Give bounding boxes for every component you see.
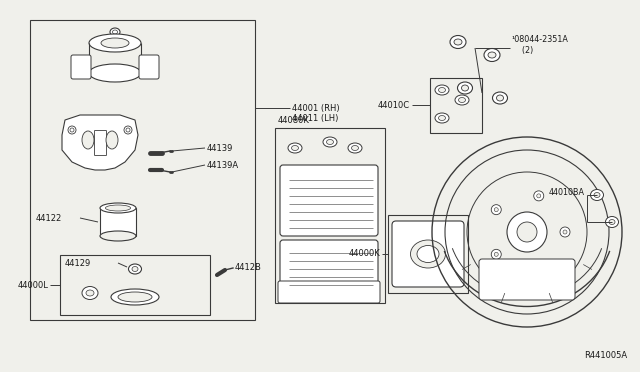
Ellipse shape: [288, 143, 302, 153]
Ellipse shape: [89, 34, 141, 52]
Text: 44122: 44122: [36, 214, 62, 222]
Circle shape: [492, 249, 501, 259]
Circle shape: [563, 230, 567, 234]
Bar: [275, 128, 385, 303]
Ellipse shape: [106, 205, 131, 211]
Circle shape: [494, 252, 499, 256]
Circle shape: [507, 212, 547, 252]
Ellipse shape: [493, 92, 508, 104]
Ellipse shape: [100, 203, 136, 213]
Text: ¹08044-2351A
    (2): ¹08044-2351A (2): [512, 35, 569, 55]
Ellipse shape: [82, 131, 94, 149]
Ellipse shape: [348, 143, 362, 153]
Text: 44010C: 44010C: [378, 100, 410, 109]
Ellipse shape: [106, 131, 118, 149]
Ellipse shape: [118, 292, 152, 302]
Ellipse shape: [132, 266, 138, 272]
Ellipse shape: [323, 137, 337, 147]
Ellipse shape: [594, 192, 600, 198]
Ellipse shape: [435, 113, 449, 123]
Ellipse shape: [417, 246, 439, 263]
FancyBboxPatch shape: [280, 165, 378, 236]
Ellipse shape: [458, 97, 465, 103]
Ellipse shape: [461, 85, 468, 91]
Ellipse shape: [488, 52, 496, 58]
Ellipse shape: [450, 35, 466, 48]
Bar: [430, 78, 482, 133]
Circle shape: [534, 263, 544, 273]
Polygon shape: [62, 115, 138, 170]
Text: 44010BA: 44010BA: [549, 187, 585, 196]
Ellipse shape: [454, 39, 462, 45]
Ellipse shape: [591, 189, 604, 201]
Bar: [60, 255, 210, 315]
Bar: [100, 208, 136, 236]
Circle shape: [517, 222, 537, 242]
Ellipse shape: [101, 38, 129, 48]
Ellipse shape: [111, 289, 159, 305]
FancyBboxPatch shape: [392, 221, 464, 287]
Text: 4412B: 4412B: [235, 263, 262, 273]
Circle shape: [560, 227, 570, 237]
Bar: [388, 215, 468, 293]
Text: 44000K: 44000K: [348, 250, 380, 259]
Ellipse shape: [410, 240, 445, 268]
Ellipse shape: [86, 290, 94, 296]
Circle shape: [68, 126, 76, 134]
Ellipse shape: [351, 145, 358, 151]
Ellipse shape: [291, 145, 298, 151]
FancyBboxPatch shape: [280, 240, 378, 291]
Circle shape: [124, 126, 132, 134]
Ellipse shape: [435, 85, 449, 95]
Ellipse shape: [438, 87, 445, 93]
Ellipse shape: [100, 231, 136, 241]
Circle shape: [534, 191, 544, 201]
Ellipse shape: [484, 48, 500, 61]
FancyBboxPatch shape: [479, 259, 575, 300]
Text: 44129: 44129: [65, 260, 92, 269]
Ellipse shape: [609, 219, 615, 224]
Ellipse shape: [326, 140, 333, 144]
Ellipse shape: [110, 28, 120, 36]
FancyBboxPatch shape: [139, 55, 159, 79]
Ellipse shape: [497, 95, 504, 101]
Text: 44139A: 44139A: [207, 160, 239, 170]
Text: R441005A: R441005A: [584, 351, 627, 360]
Circle shape: [494, 208, 499, 212]
Circle shape: [537, 266, 541, 270]
Text: 44001 (RH)
44011 (LH): 44001 (RH) 44011 (LH): [292, 104, 340, 124]
Bar: [30, 20, 255, 320]
Text: 44000L: 44000L: [17, 280, 48, 289]
Ellipse shape: [129, 264, 141, 274]
Ellipse shape: [455, 95, 469, 105]
Ellipse shape: [438, 115, 445, 121]
Ellipse shape: [458, 82, 472, 94]
Text: 44139: 44139: [207, 144, 234, 153]
Circle shape: [492, 205, 501, 215]
FancyBboxPatch shape: [278, 281, 380, 303]
Ellipse shape: [605, 217, 618, 228]
Circle shape: [537, 194, 541, 198]
Text: 44080K: 44080K: [278, 115, 310, 125]
FancyBboxPatch shape: [71, 55, 91, 79]
Ellipse shape: [82, 286, 98, 299]
Ellipse shape: [89, 64, 141, 82]
